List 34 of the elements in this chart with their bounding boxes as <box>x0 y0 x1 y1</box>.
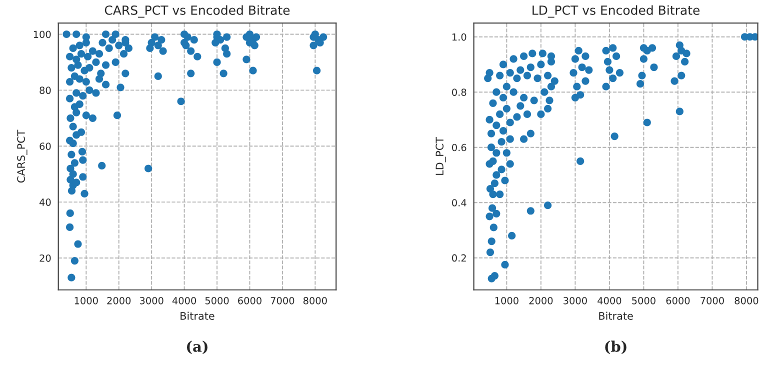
y-tick-label: 60 <box>40 142 51 150</box>
x-tick-label: 1000 <box>495 296 518 304</box>
x-tick-label: 6000 <box>666 296 690 304</box>
x-tick-label: 6000 <box>238 296 262 304</box>
y-tick-label: 80 <box>40 86 51 94</box>
x-tick-label: 5000 <box>632 296 656 304</box>
y-axis-title: CARS_PCT <box>17 130 28 183</box>
text: (b) <box>605 340 626 354</box>
y-tick-label: 100 <box>34 30 51 38</box>
chart-title: CARS_PCT vs Encoded Bitrate <box>104 5 290 18</box>
x-tick-label: 2000 <box>107 296 131 304</box>
y-tick-label: 0.6 <box>452 144 466 152</box>
x-axis-title: Bitrate <box>180 312 214 320</box>
chart-title: LD_PCT vs Encoded Bitrate <box>532 5 700 18</box>
x-tick-label: 8000 <box>734 296 758 304</box>
x-tick-label: 7000 <box>270 296 294 304</box>
x-axis-title: Bitrate <box>599 312 633 320</box>
y-tick-label: 1.0 <box>452 33 466 41</box>
x-tick-label: 5000 <box>205 296 229 304</box>
x-tick-label: 8000 <box>303 296 327 304</box>
y-tick-label: 0.8 <box>452 88 466 96</box>
y-tick-label: 20 <box>40 254 51 262</box>
x-tick-label: 3000 <box>140 296 164 304</box>
y-axis-title: LD_PCT <box>436 136 446 175</box>
x-tick-label: 4000 <box>172 296 196 304</box>
y-tick-label: 40 <box>40 198 51 206</box>
x-tick-label: 7000 <box>700 296 724 304</box>
text: (a) <box>186 340 208 354</box>
x-tick-label: 1000 <box>74 296 98 304</box>
x-tick-label: 4000 <box>598 296 622 304</box>
x-tick-label: 2000 <box>529 296 553 304</box>
y-tick-label: 0.2 <box>452 254 466 262</box>
y-tick-label: 0.4 <box>452 199 466 206</box>
x-tick-label: 3000 <box>564 296 587 304</box>
